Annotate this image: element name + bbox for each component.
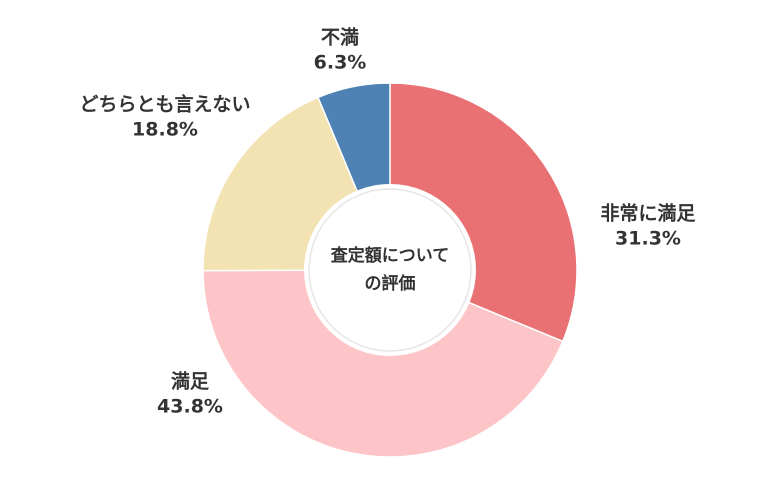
slice-label: 不満	[321, 27, 359, 49]
slice	[202, 269, 564, 458]
value-label: 43.8%	[157, 396, 223, 418]
slice-label: どちらとも言えない	[79, 93, 250, 116]
center-label: 査定額について	[330, 245, 450, 266]
value-label: 6.3%	[314, 52, 367, 74]
center-label: の評価	[365, 273, 416, 294]
slice-label: 満足	[171, 371, 210, 393]
hole-ring	[308, 188, 472, 352]
donut-hole	[304, 184, 476, 356]
value-label: 31.3%	[615, 228, 681, 250]
value-label: 18.8%	[132, 119, 198, 141]
slice-label: 非常に満足	[600, 202, 696, 225]
